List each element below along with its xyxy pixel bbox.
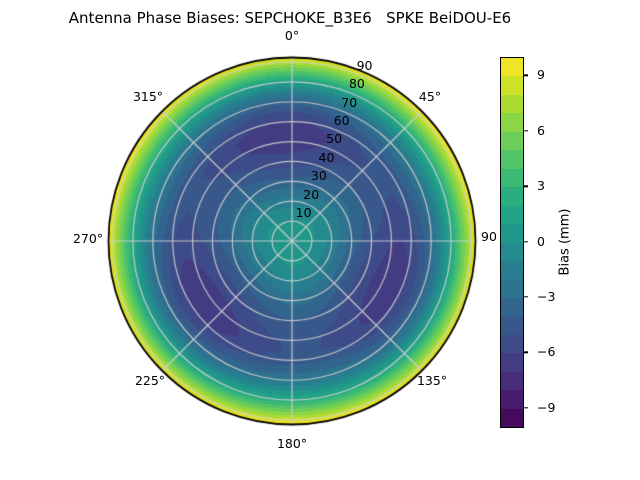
colorbar-tick-label: −3 <box>537 288 556 304</box>
colorbar-band <box>501 205 523 225</box>
colorbar-band <box>501 353 523 372</box>
colorbar-band <box>501 242 523 261</box>
colorbar-band <box>501 371 523 391</box>
colorbar-tick-mark <box>524 406 528 409</box>
colorbar-tick-label: −9 <box>537 399 556 415</box>
colorbar-band <box>501 334 523 354</box>
radial-tick-label: 80 <box>348 76 365 92</box>
colorbar-band <box>501 150 523 169</box>
theta-tick-label: 135° <box>416 372 448 388</box>
theta-tick-label: 90 <box>481 228 497 244</box>
colorbar-band <box>501 297 523 317</box>
colorbar-band <box>501 408 523 428</box>
theta-tick-label: 45° <box>418 88 442 104</box>
theta-tick-label: 270° <box>72 230 104 246</box>
theta-tick-label: 315° <box>132 88 164 104</box>
theta-tick-label: 180° <box>276 435 308 451</box>
plot-title: Antenna Phase Biases: SEPCHOKE_B3E6 SPKE… <box>68 9 512 27</box>
radial-tick-label: 10 <box>295 204 312 220</box>
colorbar-band <box>501 187 523 206</box>
radial-tick-label: 20 <box>303 186 320 202</box>
radial-tick-label: 40 <box>318 149 335 165</box>
colorbar-tick-mark <box>524 240 528 243</box>
radial-tick-label: 70 <box>341 94 358 110</box>
colorbar-band <box>501 224 523 243</box>
radial-tick-label: 90 <box>356 57 373 73</box>
colorbar-axis-label: Bias (mm) <box>557 208 573 276</box>
colorbar-band <box>501 58 523 77</box>
colorbar-tick-label: 9 <box>537 67 545 83</box>
colorbar-tick-label: −6 <box>537 343 556 359</box>
colorbar <box>500 57 524 428</box>
colorbar-band <box>501 131 523 151</box>
colorbar-tick-mark <box>524 351 528 353</box>
colorbar-band <box>501 76 523 95</box>
colorbar-tick-mark <box>524 296 528 298</box>
colorbar-band <box>501 260 523 280</box>
radial-tick-label: 60 <box>333 112 350 128</box>
colorbar-tick-mark <box>524 74 528 77</box>
colorbar-tick-mark <box>524 185 528 187</box>
colorbar-tick-label: 3 <box>537 177 545 193</box>
colorbar-band <box>501 279 523 298</box>
radial-tick-label: 50 <box>326 131 343 147</box>
theta-tick-label: 0° <box>284 27 300 43</box>
colorbar-band <box>501 94 523 114</box>
colorbar-band <box>501 390 523 409</box>
colorbar-band <box>501 113 523 132</box>
colorbar-tick-label: 6 <box>537 122 545 138</box>
colorbar-band <box>501 316 523 335</box>
colorbar-tick-mark <box>524 130 528 132</box>
theta-tick-label: 225° <box>134 372 166 388</box>
colorbar-band <box>501 168 523 188</box>
radial-tick-label: 30 <box>310 167 327 183</box>
colorbar-tick-label: 0 <box>537 233 545 249</box>
